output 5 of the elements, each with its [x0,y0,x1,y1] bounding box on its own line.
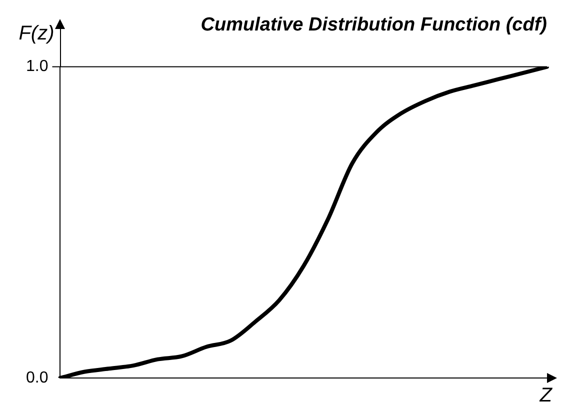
y-axis-title: F(z) [18,22,54,45]
y-tick-label: 0.0 [26,369,48,386]
x-axis-title: Z [538,384,553,407]
chart-title: Cumulative Distribution Function (cdf) [200,14,547,36]
y-tick-label: 1.0 [26,58,48,76]
